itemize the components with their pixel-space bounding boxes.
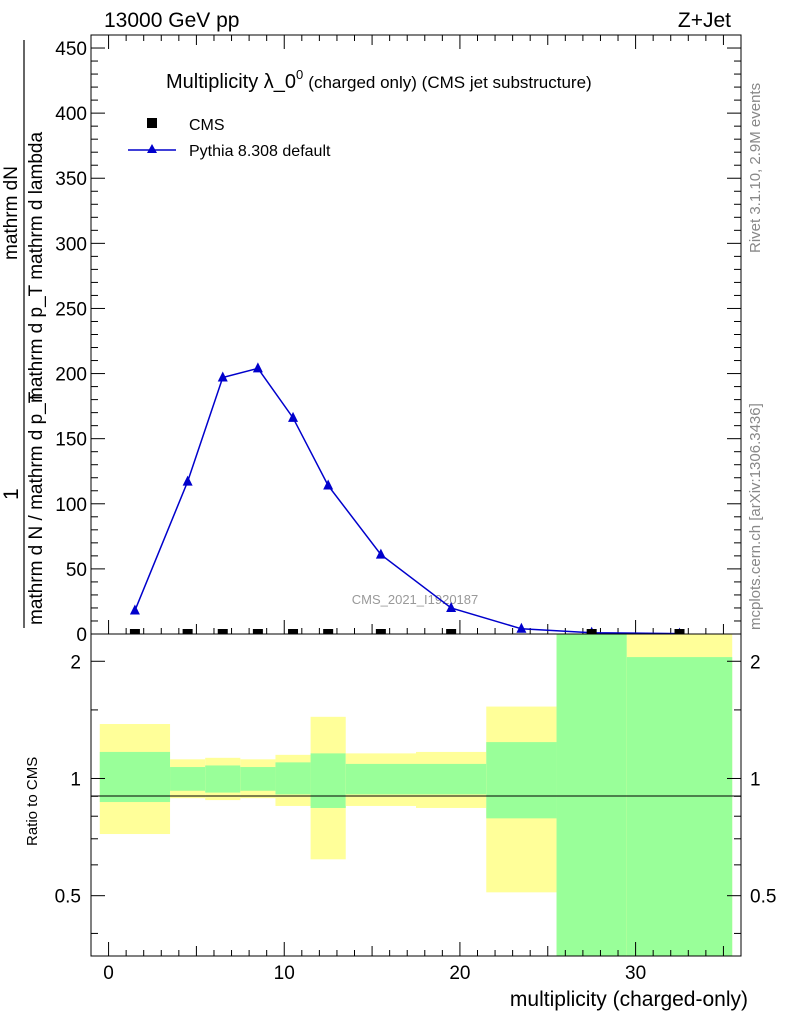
ratio-band-inner — [275, 762, 311, 795]
pythia-point — [516, 622, 527, 633]
main-y-tick-label: 0 — [76, 625, 87, 646]
main-y-tick-label: 450 — [55, 39, 87, 60]
ratio-band-inner — [310, 753, 346, 808]
pythia-point — [182, 475, 193, 486]
cms-point — [129, 629, 140, 634]
pythia-point — [288, 411, 299, 422]
ratio-y-tick-label: 2 — [70, 652, 81, 673]
x-tick-label: 10 — [274, 963, 295, 984]
pythia-point — [252, 362, 263, 373]
main-y-tick-label: 50 — [66, 560, 87, 581]
main-y-axis: 0 50 100 150 200 250 300 350 400 450 — [55, 39, 741, 646]
cms-point — [674, 629, 685, 634]
ratio-band-inner — [170, 767, 206, 791]
main-series-group — [129, 362, 685, 638]
main-plot: 0 50 100 150 200 250 300 350 400 450 Multiplicity… — [55, 34, 742, 646]
main-x-axis-ticks — [108, 35, 724, 634]
ratio-y-axis-label: Ratio to CMS — [24, 757, 41, 846]
cms-point — [288, 629, 299, 634]
pythia-point — [446, 601, 457, 612]
ylabel-prefix-denominator: mathrm d N / mathrm d p_T — [26, 391, 47, 625]
header-energy-label: 13000 GeV pp — [104, 9, 239, 32]
ratio-band-inner — [205, 765, 241, 793]
plot-title-subtitle: (charged only) (CMS jet substructure) — [308, 73, 591, 92]
pythia-point — [375, 548, 386, 559]
ratio-bands-group — [99, 634, 733, 956]
x-tick-label: 30 — [625, 963, 646, 984]
ratio-y-axis: 0.5 0.5 1 1 2 2 — [55, 652, 776, 934]
plot-title-superscript: 0 — [296, 67, 303, 82]
rivet-version-label: Rivet 3.1.10, 2.9M events — [747, 83, 764, 253]
main-y-tick-label: 200 — [55, 365, 87, 386]
ratio-y-tick-label: 1 — [70, 769, 81, 790]
legend-cms-marker — [147, 118, 157, 128]
cms-point — [252, 629, 263, 634]
plot-title-main: Multiplicity λ_0 — [166, 71, 296, 93]
pythia-point — [217, 371, 228, 382]
cms-point — [375, 629, 386, 634]
header-process-label: Z+Jet — [678, 9, 731, 32]
main-y-tick-label: 150 — [55, 430, 87, 451]
pythia-point — [129, 604, 140, 615]
main-y-tick-label: 100 — [55, 495, 87, 516]
main-y-tick-label: 250 — [55, 299, 87, 320]
ratio-x-axis: 0 10 20 30 — [103, 942, 724, 984]
legend-cms-label: CMS — [189, 117, 225, 134]
mcplots-source-label: mcplots.cern.ch [arXiv:1306.3436] — [747, 403, 764, 630]
main-y-axis-label: 1 mathrm d N / mathrm d p_T mathrm dN ma… — [0, 40, 47, 628]
ratio-y-tick-label-right: 0.5 — [750, 887, 776, 908]
x-tick-label: 20 — [449, 963, 470, 984]
main-y-tick-label: 300 — [55, 234, 87, 255]
ylabel-numerator: mathrm dN — [1, 166, 22, 260]
ratio-plot: 0.5 0.5 1 1 2 2 0 10 20 30 Ratio to CMS — [24, 633, 776, 984]
x-tick-label: 0 — [103, 963, 114, 984]
ratio-y-tick-label-right: 2 — [750, 652, 761, 673]
ratio-band-inner — [416, 763, 487, 795]
legend-pythia-label: Pythia 8.308 default — [189, 143, 331, 160]
ratio-band-inner — [345, 763, 416, 795]
cms-point — [446, 629, 457, 634]
ylabel-prefix-numerator: 1 — [0, 488, 23, 500]
cms-point — [217, 629, 228, 634]
x-axis-label: multiplicity (charged-only) — [510, 988, 748, 1011]
ratio-plot-frame — [90, 633, 742, 957]
plot-title: Multiplicity λ_00 (charged only) (CMS jet… — [166, 67, 592, 93]
ratio-band-inner — [556, 634, 627, 956]
legend: CMS Pythia 8.308 default — [128, 117, 331, 160]
cms-point — [182, 629, 193, 634]
ratio-y-tick-label: 0.5 — [55, 887, 81, 908]
pythia-point — [323, 479, 334, 490]
analysis-watermark: CMS_2021_I1920187 — [352, 592, 479, 607]
main-y-tick-label: 400 — [55, 104, 87, 125]
ylabel-denominator: mathrm d p_T mathrm d lambda — [26, 132, 47, 403]
ratio-y-tick-label-right: 1 — [750, 769, 761, 790]
cms-point — [586, 629, 597, 634]
main-y-tick-label: 350 — [55, 169, 87, 190]
ratio-band-inner — [240, 767, 276, 791]
ratio-band-inner — [99, 751, 171, 803]
ratio-band-inner — [626, 657, 733, 956]
legend-pythia-marker — [147, 144, 157, 153]
ratio-band-inner — [486, 742, 557, 819]
cms-point — [323, 629, 334, 634]
